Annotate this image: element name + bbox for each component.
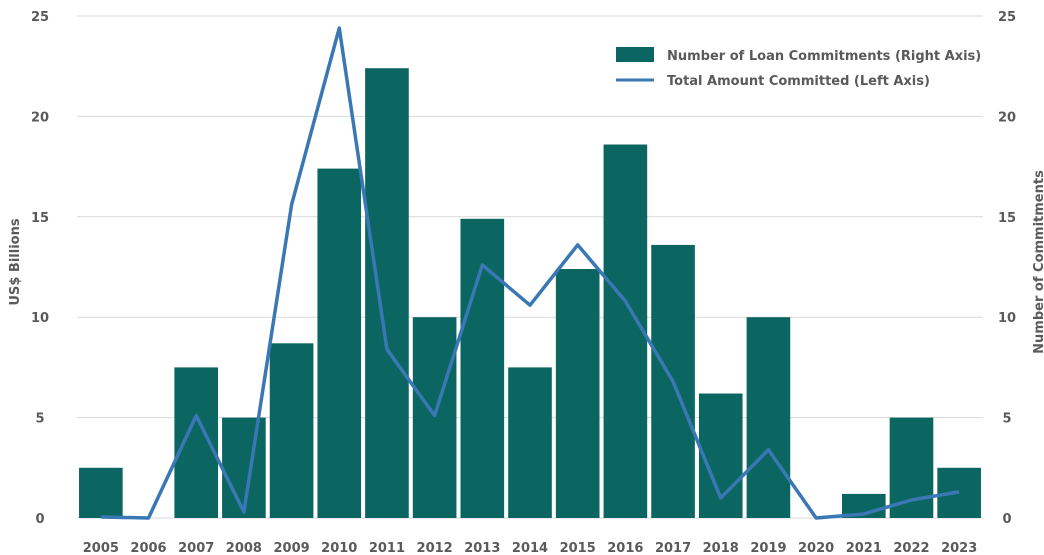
bar-2010 bbox=[317, 168, 362, 518]
right-tick-label: 20 bbox=[998, 110, 1016, 125]
amount-line bbox=[100, 26, 960, 520]
bar-2019 bbox=[746, 317, 791, 518]
x-tick-label: 2007 bbox=[178, 541, 214, 555]
bar-2014 bbox=[508, 367, 552, 518]
left-tick-label: 5 bbox=[35, 412, 44, 427]
bar-2009 bbox=[269, 343, 314, 518]
bar-2011 bbox=[365, 68, 409, 518]
line-series bbox=[100, 26, 960, 520]
bar-2012 bbox=[412, 317, 457, 518]
left-axis-ticks: 0 5 10 15 20 25 bbox=[31, 10, 49, 527]
right-tick-label: 15 bbox=[998, 211, 1016, 226]
x-tick-label: 2015 bbox=[560, 541, 596, 555]
x-tick-label: 2013 bbox=[464, 541, 500, 555]
right-axis-ticks: 0 5 10 15 20 25 bbox=[998, 10, 1016, 527]
left-tick-label: 25 bbox=[31, 10, 49, 25]
x-tick-label: 2022 bbox=[893, 541, 929, 555]
left-tick-label: 15 bbox=[31, 211, 49, 226]
left-axis-title: US$ Billions bbox=[8, 218, 23, 305]
legend-bar-label: Number of Loan Commitments (Right Axis) bbox=[667, 49, 981, 64]
legend: Number of Loan Commitments (Right Axis) … bbox=[616, 47, 981, 89]
right-axis-title: Number of Commitments bbox=[1032, 170, 1044, 354]
bar-2015 bbox=[555, 269, 600, 518]
right-tick-label: 25 bbox=[998, 10, 1016, 25]
left-tick-label: 10 bbox=[31, 311, 49, 326]
x-tick-label: 2014 bbox=[512, 541, 548, 555]
left-tick-label: 20 bbox=[31, 110, 49, 125]
x-tick-label: 2019 bbox=[750, 541, 786, 555]
x-tick-label: 2016 bbox=[607, 541, 643, 555]
x-tick-label: 2017 bbox=[655, 541, 691, 555]
x-tick-label: 2023 bbox=[941, 541, 977, 555]
x-tick-label: 2008 bbox=[226, 541, 262, 555]
x-tick-label: 2009 bbox=[273, 541, 309, 555]
x-tick-label: 2018 bbox=[703, 541, 739, 555]
x-tick-label: 2012 bbox=[417, 541, 453, 555]
legend-bar-swatch bbox=[616, 47, 654, 62]
x-tick-label: 2006 bbox=[130, 541, 166, 555]
x-tick-label: 2021 bbox=[846, 541, 882, 555]
left-tick-label: 0 bbox=[35, 512, 44, 527]
right-tick-label: 5 bbox=[1002, 412, 1011, 427]
right-tick-label: 10 bbox=[998, 311, 1016, 326]
x-tick-label: 2020 bbox=[798, 541, 834, 555]
legend-line-label: Total Amount Committed (Left Axis) bbox=[667, 74, 930, 89]
x-axis-ticks: 2005 2006 2007 2008 2009 2010 2011 2012 2013 2014… bbox=[83, 541, 978, 555]
bar-2005 bbox=[79, 467, 123, 518]
right-tick-label: 0 bbox=[1002, 512, 1011, 527]
bar-series bbox=[79, 68, 981, 519]
x-tick-label: 2010 bbox=[321, 541, 357, 555]
x-tick-label: 2005 bbox=[83, 541, 119, 555]
bar-2016 bbox=[603, 144, 648, 518]
x-tick-label: 2011 bbox=[369, 541, 405, 555]
